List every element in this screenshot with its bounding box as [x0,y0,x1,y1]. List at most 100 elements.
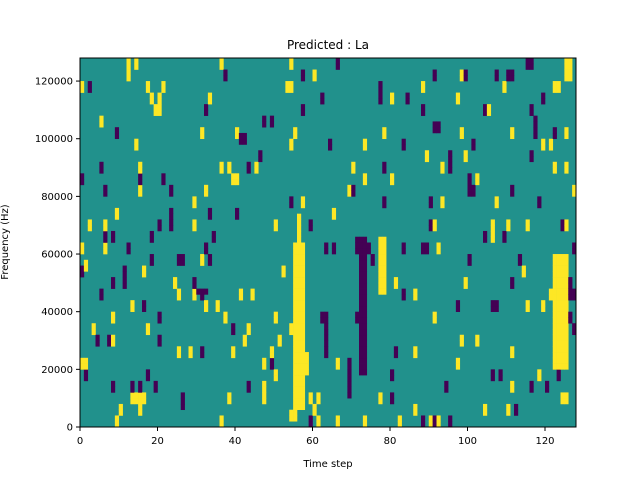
heatmap-cell [393,282,399,289]
heatmap-cell [533,115,538,122]
heatmap-cell [564,352,569,359]
heatmap-cell [122,277,127,284]
heatmap-cell [366,248,371,255]
heatmap-cell [413,409,418,416]
heatmap-cell [533,127,538,134]
heatmap-cell [157,109,162,116]
y-tick-label: 120000 [35,77,73,88]
heatmap-cell [560,294,565,301]
heatmap-cell [103,184,108,191]
heatmap-cell [455,305,461,312]
heatmap-cell [359,248,364,255]
heatmap-cell [347,392,352,399]
heatmap-cell [269,121,275,128]
heatmap-cell [238,294,244,301]
heatmap-cell [556,346,561,353]
heatmap-cell [490,369,495,376]
heatmap-cell [510,282,515,289]
heatmap-cell [231,179,236,186]
heatmap-cell [556,352,561,359]
heatmap-cell [103,225,108,232]
heatmap-cell [300,357,306,364]
heatmap-cell [138,386,143,393]
heatmap-cell [328,138,333,145]
heatmap-cell [130,386,135,393]
heatmap-cell [138,190,143,197]
heatmap-cell [83,259,89,266]
heatmap-cell [359,294,364,301]
heatmap-cell [390,398,395,405]
heatmap-cell [91,323,96,330]
heatmap-cell [145,375,151,382]
heatmap-cell [122,282,127,289]
heatmap-cell [564,132,569,140]
heatmap-cell [552,346,557,353]
heatmap-cell [297,380,302,387]
heatmap-cell [331,213,337,220]
heatmap-cell [382,288,387,295]
heatmap-cell [262,115,267,122]
heatmap-cell [114,132,120,140]
heatmap-cell [134,392,139,399]
heatmap-cell [548,144,554,151]
heatmap-cell [300,311,306,318]
heatmap-cell [200,127,205,134]
heatmap-cell [552,288,557,295]
heatmap-cell [467,259,472,266]
heatmap-cell [378,81,383,88]
heatmap-cell [324,242,329,249]
heatmap-cell [80,242,85,249]
x-tick-label: 0 [77,436,83,447]
heatmap-cell [362,363,368,370]
heatmap-cell [525,225,530,232]
heatmap-cell [142,300,147,307]
heatmap-cell [297,398,302,405]
heatmap-cell [506,225,511,232]
heatmap-cell [250,294,255,301]
heatmap-cell [300,375,306,382]
heatmap-cell [510,75,515,82]
heatmap-cell [548,294,554,301]
heatmap-cell [335,357,340,364]
heatmap-cell [564,323,569,330]
heatmap-cell [308,392,313,399]
heatmap-cell [556,357,561,364]
heatmap-cell [486,109,492,116]
heatmap-cell [87,81,92,88]
heatmap-cell [564,334,569,341]
heatmap-cell [560,398,565,405]
heatmap-cell [378,265,383,272]
heatmap-cell [180,392,185,399]
heatmap-cell [300,340,306,347]
heatmap-cell [235,127,240,134]
heatmap-cell [130,380,135,387]
heatmap-cell [80,357,85,364]
heatmap-cell [134,58,139,65]
heatmap-cell [510,380,515,387]
heatmap-cell [204,305,209,312]
heatmap-cell [87,86,92,93]
heatmap-cell [324,317,329,324]
heatmap-cell [362,334,368,341]
heatmap-cell [308,219,313,226]
heatmap-cell [552,81,557,88]
heatmap-cell [467,190,472,197]
heatmap-cell [180,398,185,405]
heatmap-cell [347,386,352,393]
heatmap-cell [227,167,232,174]
heatmap-cell [362,265,368,272]
heatmap-cell [320,92,325,99]
heatmap-cell [568,294,573,301]
heatmap-cell [359,236,364,243]
heatmap-cell [219,161,224,168]
heatmap-cell [293,311,298,318]
heatmap-cell [552,167,557,174]
heatmap-cell [320,317,325,324]
heatmap-cell [277,334,282,341]
heatmap-cell [215,305,220,312]
heatmap-cell [161,86,166,93]
heatmap-cell [529,104,534,111]
heatmap-cell [207,92,213,99]
heatmap-cell [378,236,383,243]
heatmap-cell [552,127,557,134]
